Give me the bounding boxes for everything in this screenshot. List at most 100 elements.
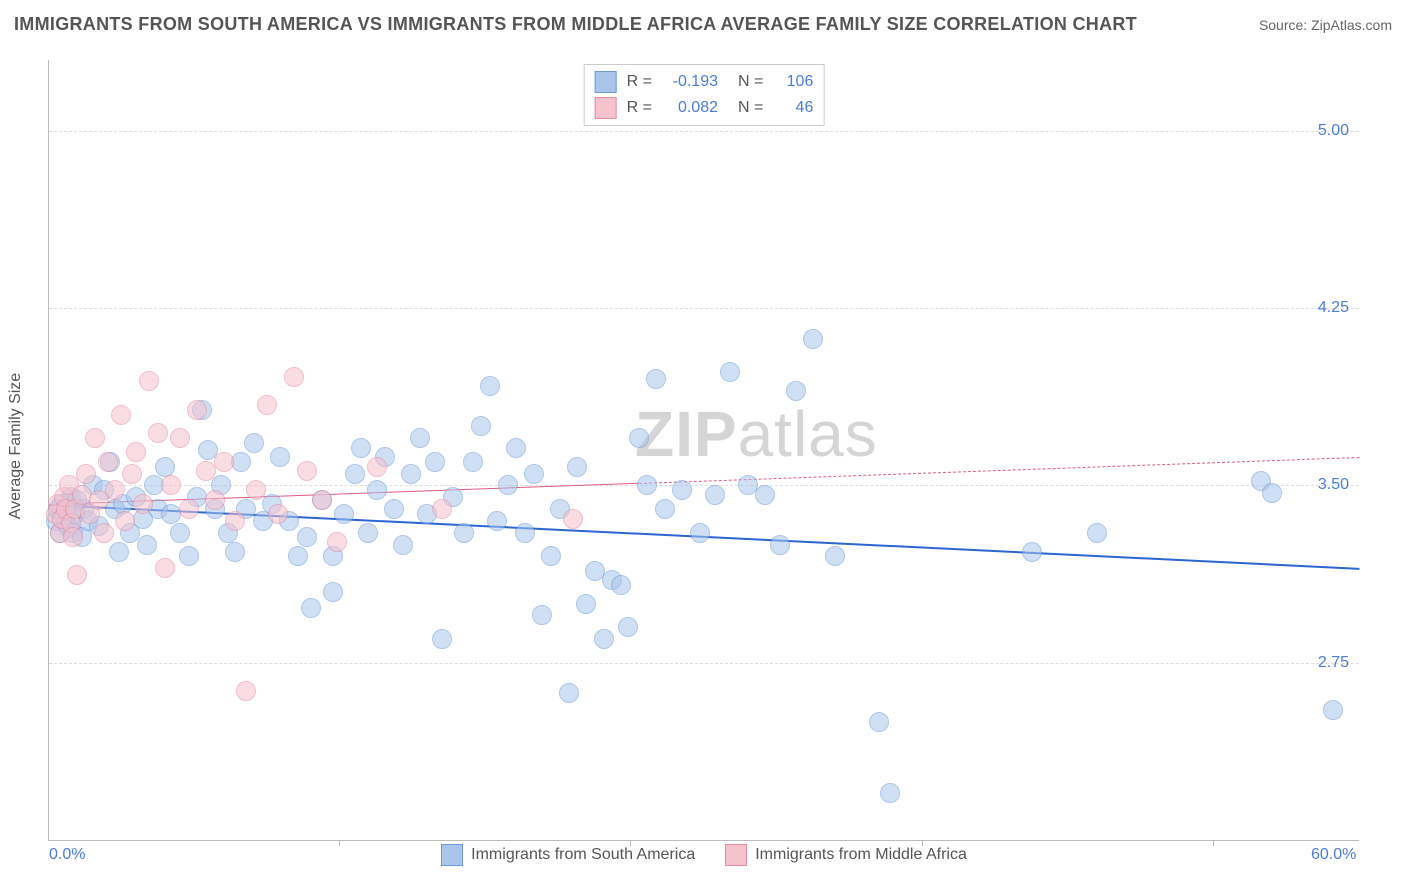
stats-legend-row: R =0.082N =46 [595, 95, 814, 121]
y-tick-label: 5.00 [1318, 122, 1349, 140]
legend-swatch [725, 844, 747, 866]
data-point [637, 475, 657, 495]
data-point [139, 371, 159, 391]
data-point [327, 532, 347, 552]
data-point [869, 712, 889, 732]
legend-swatch [595, 71, 617, 93]
series-legend-label: Immigrants from Middle Africa [755, 846, 967, 864]
data-point [825, 546, 845, 566]
series-legend: Immigrants from South America Immigrants … [49, 844, 1359, 866]
legend-N-label: N = [738, 73, 763, 91]
y-axis-title: Average Family Size [7, 373, 25, 519]
y-tick-label: 3.50 [1318, 476, 1349, 494]
legend-N-value: 106 [773, 73, 813, 91]
data-point [67, 565, 87, 585]
data-point [367, 480, 387, 500]
series-legend-label: Immigrants from South America [471, 846, 695, 864]
data-point [105, 480, 125, 500]
watermark-bold: ZIP [635, 398, 738, 470]
data-point [109, 542, 129, 562]
data-point [463, 452, 483, 472]
data-point [720, 362, 740, 382]
data-point [393, 535, 413, 555]
data-point [454, 523, 474, 543]
data-point [487, 511, 507, 531]
data-point [880, 783, 900, 803]
data-point [161, 475, 181, 495]
data-point [301, 598, 321, 618]
data-point [205, 490, 225, 510]
data-point [133, 494, 153, 514]
legend-N-label: N = [738, 99, 763, 117]
data-point [358, 523, 378, 543]
data-point [541, 546, 561, 566]
data-point [323, 582, 343, 602]
data-point [137, 535, 157, 555]
y-tick-label: 2.75 [1318, 654, 1349, 672]
grid-line [49, 663, 1359, 664]
x-tick-mark [1213, 840, 1214, 846]
data-point [284, 367, 304, 387]
x-tick-mark [630, 840, 631, 846]
grid-line [49, 485, 1359, 486]
data-point [126, 442, 146, 462]
series-legend-item: Immigrants from South America [441, 844, 695, 866]
data-point [1022, 542, 1042, 562]
data-point [563, 509, 583, 529]
x-tick-label: 60.0% [1311, 846, 1356, 864]
data-point [270, 447, 290, 467]
data-point [236, 681, 256, 701]
data-point [170, 523, 190, 543]
data-point [1262, 483, 1282, 503]
data-point [672, 480, 692, 500]
data-point [115, 511, 135, 531]
data-point [594, 629, 614, 649]
data-point [705, 485, 725, 505]
y-tick-label: 4.25 [1318, 299, 1349, 317]
data-point [214, 452, 234, 472]
source-label: Source: ZipAtlas.com [1259, 17, 1392, 33]
data-point [480, 376, 500, 396]
watermark: ZIPatlas [635, 397, 878, 471]
data-point [401, 464, 421, 484]
x-tick-mark [339, 840, 340, 846]
data-point [567, 457, 587, 477]
data-point [246, 480, 266, 500]
data-point [611, 575, 631, 595]
data-point [155, 457, 175, 477]
data-point [257, 395, 277, 415]
data-point [1087, 523, 1107, 543]
data-point [94, 523, 114, 543]
data-point [179, 499, 199, 519]
legend-R-value: 0.082 [662, 99, 718, 117]
legend-swatch [441, 844, 463, 866]
data-point [618, 617, 638, 637]
data-point [655, 499, 675, 519]
data-point [629, 428, 649, 448]
data-point [515, 523, 535, 543]
grid-line [49, 131, 1359, 132]
data-point [367, 457, 387, 477]
data-point [297, 461, 317, 481]
chart-title: IMMIGRANTS FROM SOUTH AMERICA VS IMMIGRA… [14, 14, 1137, 35]
data-point [345, 464, 365, 484]
data-point [122, 464, 142, 484]
stats-legend: R =-0.193N =106R =0.082N =46 [584, 64, 825, 126]
data-point [1323, 700, 1343, 720]
data-point [646, 369, 666, 389]
grid-line [49, 308, 1359, 309]
legend-N-value: 46 [773, 99, 813, 117]
data-point [334, 504, 354, 524]
data-point [312, 490, 332, 510]
data-point [410, 428, 430, 448]
data-point [268, 504, 288, 524]
data-point [351, 438, 371, 458]
series-legend-item: Immigrants from Middle Africa [725, 844, 967, 866]
x-tick-mark [922, 840, 923, 846]
data-point [803, 329, 823, 349]
data-point [498, 475, 518, 495]
data-point [85, 428, 105, 448]
data-point [471, 416, 491, 436]
data-point [432, 629, 452, 649]
legend-swatch [595, 97, 617, 119]
